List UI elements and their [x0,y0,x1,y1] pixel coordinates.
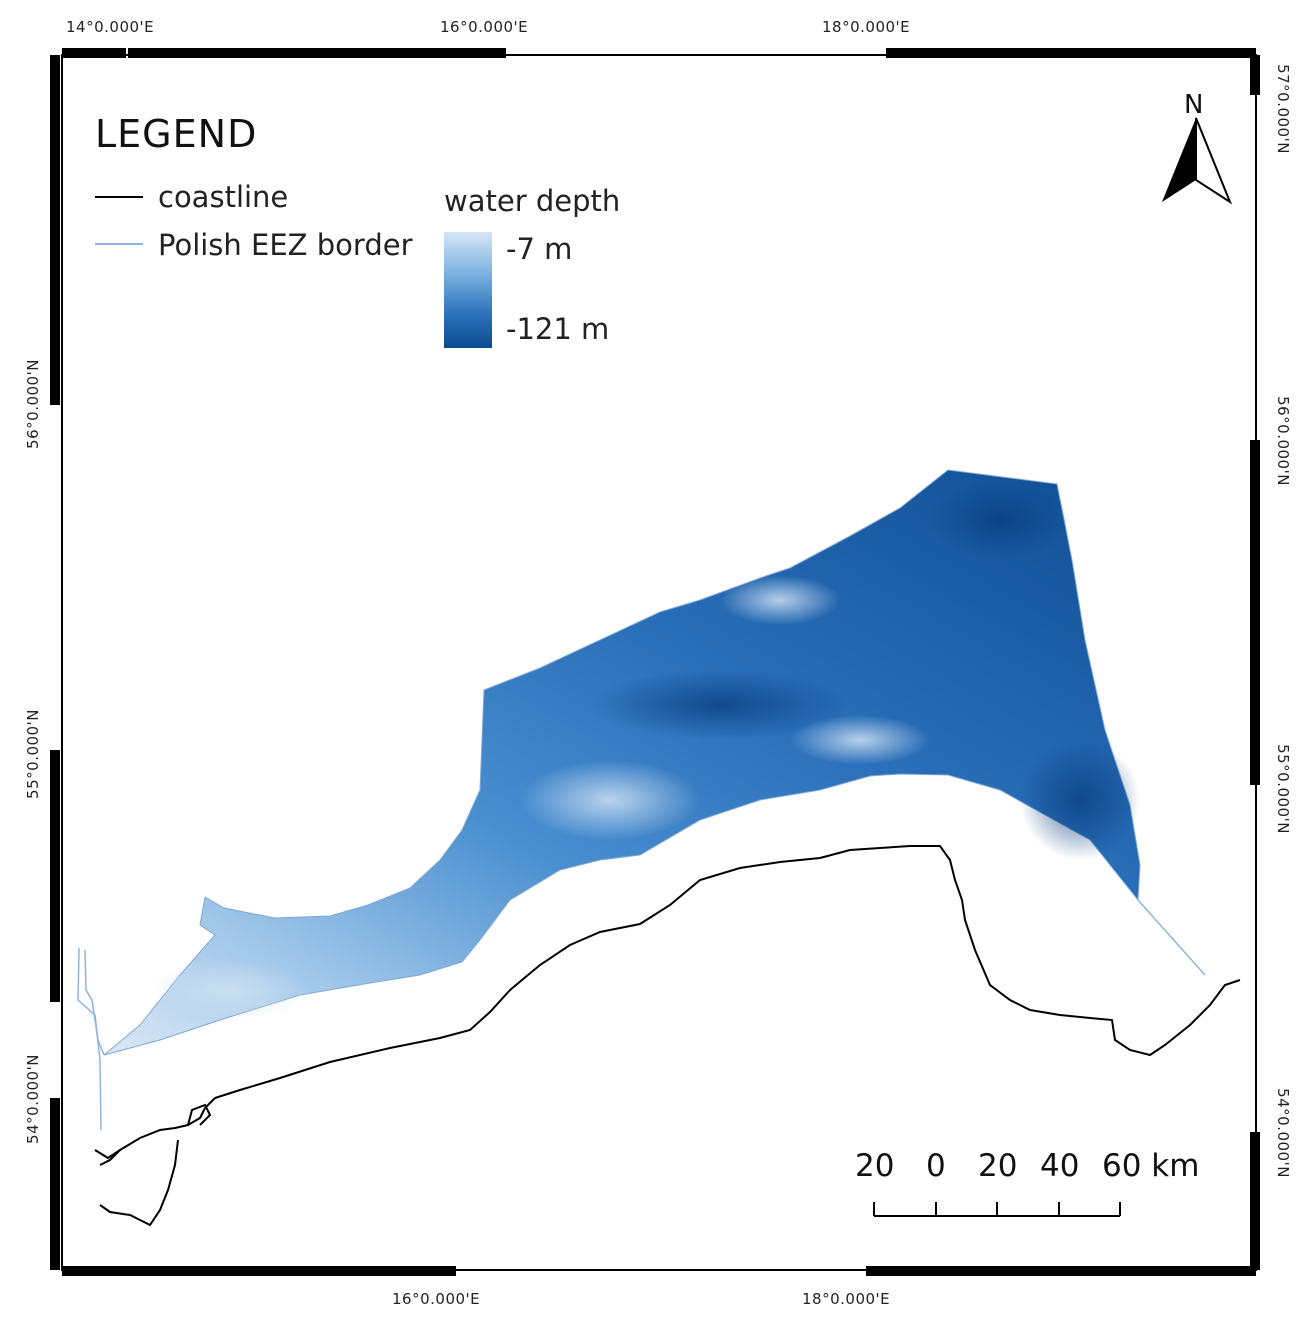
deep-basin-1 [590,670,850,740]
graticule-label-left: 56°0.000'N [24,359,42,449]
scale-label: 60 km [1102,1148,1200,1184]
deep-basin-2 [930,480,1070,560]
graticule-label-left: 54°0.000'N [24,1054,42,1144]
graticule-label-right: 56°0.000'N [1274,396,1292,486]
graticule-label-right: 57°0.000'N [1274,64,1292,154]
shallow-bank-1 [150,960,310,1020]
coastline [94,845,1241,1227]
shallow-bank-2 [520,760,700,840]
graticule-label-bottom: 18°0.000'E [802,1290,891,1308]
deep-basin-3 [1020,740,1140,860]
shallow-bank-3 [720,575,840,625]
scale-label: 20 [978,1148,1018,1184]
scale-bar [873,1202,1121,1217]
scale-label: 40 [1040,1148,1080,1184]
legend-depth-min: -121 m [506,312,610,346]
bathymetry-area [103,469,1141,1056]
graticule-label-right: 55°0.000'N [1274,744,1292,834]
eez-border-lines [77,899,1206,1131]
north-label: N [1184,90,1204,120]
legend-title: LEGEND [95,112,258,156]
depth-color-ramp [444,232,492,348]
graticule-label-top: 14°0.000'E [66,18,155,36]
legend-item-coastline: coastline [158,180,289,214]
north-arrow-icon [1162,117,1233,205]
scale-label: 20 [855,1148,895,1184]
graticule-label-left: 55°0.000'N [24,709,42,799]
legend-depth-title: water depth [444,184,621,218]
graticule-label-top: 16°0.000'E [440,18,529,36]
legend-depth-max: -7 m [506,232,573,266]
scale-label: 0 [926,1148,946,1184]
shallow-bank-4 [790,715,930,765]
graticule-label-top: 18°0.000'E [822,18,911,36]
legend-item-eez-border: Polish EEZ border [158,228,413,262]
graticule-label-bottom: 16°0.000'E [392,1290,481,1308]
graticule-border-ticks [50,48,1260,1276]
graticule-label-right: 54°0.000'N [1274,1088,1292,1178]
